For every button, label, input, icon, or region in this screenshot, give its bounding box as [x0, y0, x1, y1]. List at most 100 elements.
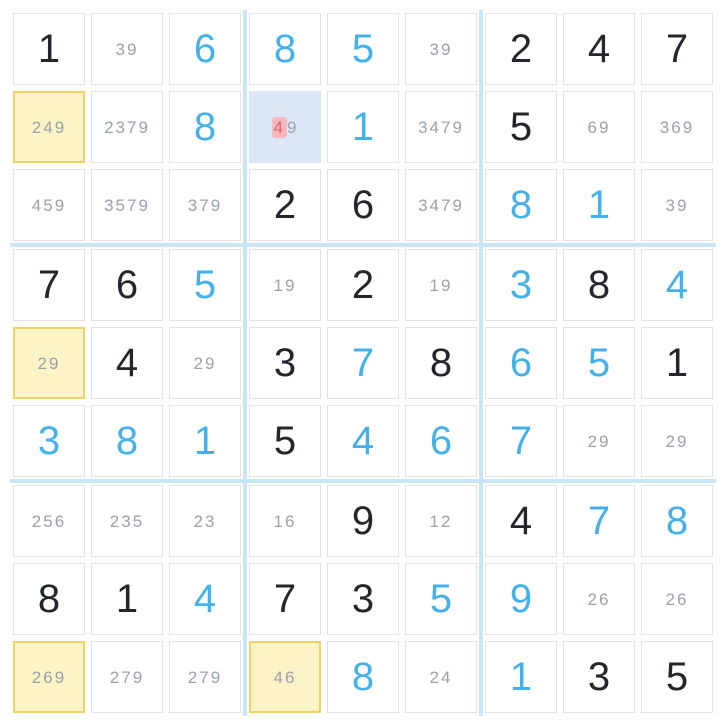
- cell-r9c9[interactable]: 5: [641, 641, 713, 713]
- cell-r4c6[interactable]: 19: [405, 249, 477, 321]
- cell-r5c7[interactable]: 6: [485, 327, 557, 399]
- cell-r8c8[interactable]: 26: [563, 563, 635, 635]
- cell-notes: 69: [588, 119, 611, 136]
- cell-r8c5[interactable]: 3: [327, 563, 399, 635]
- cell-r2c8[interactable]: 69: [563, 91, 635, 163]
- cell-r5c4[interactable]: 3: [249, 327, 321, 399]
- note-digit: 5: [43, 195, 55, 215]
- cell-r6c6[interactable]: 6: [405, 405, 477, 477]
- cell-r3c3[interactable]: 379: [169, 169, 241, 241]
- cell-r2c3[interactable]: 8: [169, 91, 241, 163]
- cell-r9c1[interactable]: 269: [13, 641, 85, 713]
- note-digit: 9: [210, 195, 223, 215]
- cell-r3c1[interactable]: 459: [13, 169, 85, 241]
- cell-r3c9[interactable]: 39: [641, 169, 713, 241]
- cell-value: 7: [273, 577, 297, 621]
- note-digit: 9: [49, 353, 61, 373]
- note-digit: 9: [285, 275, 297, 295]
- cell-value: 7: [587, 499, 611, 543]
- cell-r6c1[interactable]: 3: [13, 405, 85, 477]
- cell-r5c5[interactable]: 7: [327, 327, 399, 399]
- cell-r2c7[interactable]: 5: [485, 91, 557, 163]
- cell-r4c5[interactable]: 2: [327, 249, 399, 321]
- cell-r7c2[interactable]: 235: [91, 485, 163, 557]
- cell-r8c1[interactable]: 8: [13, 563, 85, 635]
- cell-r7c6[interactable]: 12: [405, 485, 477, 557]
- note-digit: 3: [418, 117, 430, 137]
- cell-r9c4[interactable]: 46: [249, 641, 321, 713]
- cell-value: 7: [37, 263, 61, 307]
- cell-r2c2[interactable]: 2379: [91, 91, 163, 163]
- cell-r3c5[interactable]: 6: [327, 169, 399, 241]
- cell-r1c5[interactable]: 5: [327, 13, 399, 85]
- cell-r1c3[interactable]: 6: [169, 13, 241, 85]
- cell-r9c8[interactable]: 3: [563, 641, 635, 713]
- cell-r7c3[interactable]: 23: [169, 485, 241, 557]
- cell-r5c2[interactable]: 4: [91, 327, 163, 399]
- cell-r1c8[interactable]: 4: [563, 13, 635, 85]
- cell-r3c4[interactable]: 2: [249, 169, 321, 241]
- cell-r8c2[interactable]: 1: [91, 563, 163, 635]
- cell-r6c4[interactable]: 5: [249, 405, 321, 477]
- cell-r8c7[interactable]: 9: [485, 563, 557, 635]
- cell-value: 3: [351, 577, 375, 621]
- cell-r7c5[interactable]: 9: [327, 485, 399, 557]
- cell-r2c9[interactable]: 369: [641, 91, 713, 163]
- cell-r4c2[interactable]: 6: [91, 249, 163, 321]
- cell-r3c7[interactable]: 8: [485, 169, 557, 241]
- note-digit: 4: [441, 667, 453, 687]
- cell-r6c3[interactable]: 1: [169, 405, 241, 477]
- cell-r8c9[interactable]: 26: [641, 563, 713, 635]
- cell-r1c1[interactable]: 1: [13, 13, 85, 85]
- cell-r9c6[interactable]: 24: [405, 641, 477, 713]
- cell-r1c9[interactable]: 7: [641, 13, 713, 85]
- cell-r5c6[interactable]: 8: [405, 327, 477, 399]
- cell-r5c1[interactable]: 29: [13, 327, 85, 399]
- cell-r9c5[interactable]: 8: [327, 641, 399, 713]
- cell-r1c7[interactable]: 2: [485, 13, 557, 85]
- cell-r1c4[interactable]: 8: [249, 13, 321, 85]
- cell-notes: 279: [188, 669, 222, 686]
- cell-r4c3[interactable]: 5: [169, 249, 241, 321]
- cell-r1c6[interactable]: 39: [405, 13, 477, 85]
- cell-r8c3[interactable]: 4: [169, 563, 241, 635]
- cell-r3c6[interactable]: 3479: [405, 169, 477, 241]
- note-digit: 9: [441, 275, 453, 295]
- cell-r3c8[interactable]: 1: [563, 169, 635, 241]
- cell-r5c3[interactable]: 29: [169, 327, 241, 399]
- cell-r2c1[interactable]: 249: [13, 91, 85, 163]
- cell-value: 8: [509, 183, 533, 227]
- cell-r3c2[interactable]: 3579: [91, 169, 163, 241]
- cell-r7c8[interactable]: 7: [563, 485, 635, 557]
- cell-r4c8[interactable]: 8: [563, 249, 635, 321]
- cell-r8c4[interactable]: 7: [249, 563, 321, 635]
- cell-r7c7[interactable]: 4: [485, 485, 557, 557]
- cell-value: 3: [509, 263, 533, 307]
- cell-value: 8: [429, 341, 453, 385]
- cell-r8c6[interactable]: 5: [405, 563, 477, 635]
- cell-r5c8[interactable]: 5: [563, 327, 635, 399]
- cell-r4c9[interactable]: 4: [641, 249, 713, 321]
- cell-r6c5[interactable]: 4: [327, 405, 399, 477]
- cell-r2c5[interactable]: 1: [327, 91, 399, 163]
- cell-r6c9[interactable]: 29: [641, 405, 713, 477]
- cell-r1c2[interactable]: 39: [91, 13, 163, 85]
- cell-r7c1[interactable]: 256: [13, 485, 85, 557]
- note-digit: 3: [121, 511, 133, 531]
- cell-notes: 379: [188, 197, 222, 214]
- cell-r7c9[interactable]: 8: [641, 485, 713, 557]
- cell-r6c8[interactable]: 29: [563, 405, 635, 477]
- cell-r9c3[interactable]: 279: [169, 641, 241, 713]
- cell-r6c7[interactable]: 7: [485, 405, 557, 477]
- cell-r9c2[interactable]: 279: [91, 641, 163, 713]
- cell-r5c9[interactable]: 1: [641, 327, 713, 399]
- cell-r7c4[interactable]: 16: [249, 485, 321, 557]
- cell-r4c7[interactable]: 3: [485, 249, 557, 321]
- cell-r4c4[interactable]: 19: [249, 249, 321, 321]
- cell-r4c1[interactable]: 7: [13, 249, 85, 321]
- cell-r9c7[interactable]: 1: [485, 641, 557, 713]
- cell-r2c6[interactable]: 3479: [405, 91, 477, 163]
- cell-r6c2[interactable]: 8: [91, 405, 163, 477]
